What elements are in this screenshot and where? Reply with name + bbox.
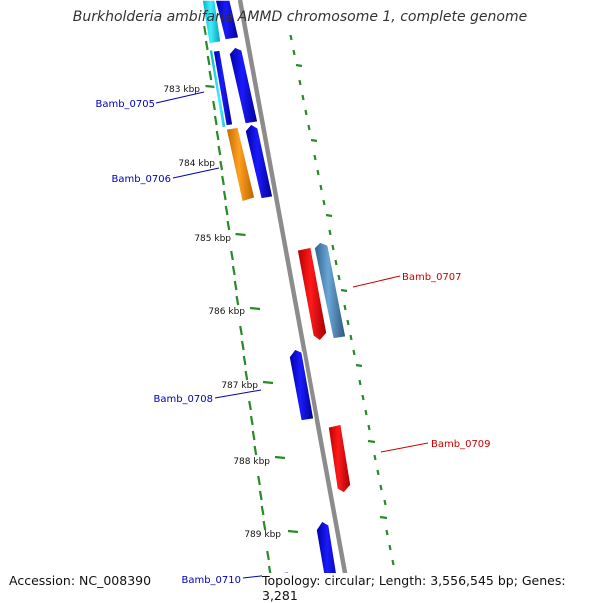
reverse-gene-track [296,241,352,494]
gene-labels-right: Bamb_0707 Bamb_0709 [402,272,491,450]
cyan-gene-top[interactable] [201,0,222,45]
accession-label: Accession: NC_008390 [9,573,152,588]
gene-labels-left: Bamb_0705 Bamb_0706 Bamb_0708 Bamb_0710 [95,99,241,586]
mid-gene-track [228,46,342,600]
gene-label-bamb0707[interactable]: Bamb_0707 [402,272,462,283]
gene-label-bamb0710[interactable]: Bamb_0710 [181,575,241,586]
gene-label-bamb0708[interactable]: Bamb_0708 [153,394,213,405]
orange-gene-bamb0706[interactable] [225,126,256,203]
kbp-label: 784 kbp [178,159,215,169]
blue-gene-bamb0705[interactable] [228,46,259,125]
red-gene-bamb0707[interactable] [296,246,328,342]
blue-gene-inner-top[interactable] [214,0,240,41]
blue-gene-inner-bamb0705[interactable] [212,49,234,127]
gene-label-bamb0706[interactable]: Bamb_0706 [111,174,171,185]
kbp-labels: 783 kbp 784 kbp 785 kbp 786 kbp 787 kbp … [163,85,281,540]
kbp-label: 786 kbp [208,307,245,317]
kbp-label: 783 kbp [163,85,200,95]
kbp-label: 788 kbp [233,457,270,467]
kbp-label: 787 kbp [221,381,258,391]
kbp-label: 789 kbp [244,530,281,540]
topology-label: Topology: circular; Length: 3,556,545 bp… [262,573,600,603]
backbone-track [235,0,355,600]
blue-gene-bamb0706[interactable] [244,123,274,200]
blue-gene-bamb0708[interactable] [288,348,315,422]
inner-gene-track [201,0,256,203]
red-gene-bamb0709[interactable] [327,423,352,494]
map-title: Burkholderia ambifaria AMMD chromosome 1… [72,9,528,25]
gene-label-bamb0709[interactable]: Bamb_0709 [431,439,491,450]
steelblue-gene-bamb0707[interactable] [313,241,347,340]
outer-tick-ruler [289,34,395,566]
gene-label-bamb0705[interactable]: Bamb_0705 [95,99,155,110]
kbp-label: 785 kbp [194,234,231,244]
